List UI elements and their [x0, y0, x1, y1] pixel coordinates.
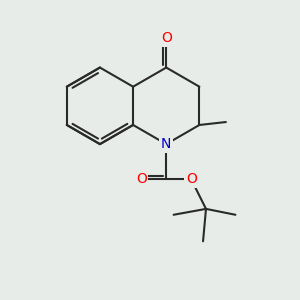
Text: O: O	[136, 172, 147, 186]
Text: O: O	[186, 172, 197, 186]
Text: N: N	[161, 137, 171, 151]
Text: O: O	[161, 31, 172, 45]
